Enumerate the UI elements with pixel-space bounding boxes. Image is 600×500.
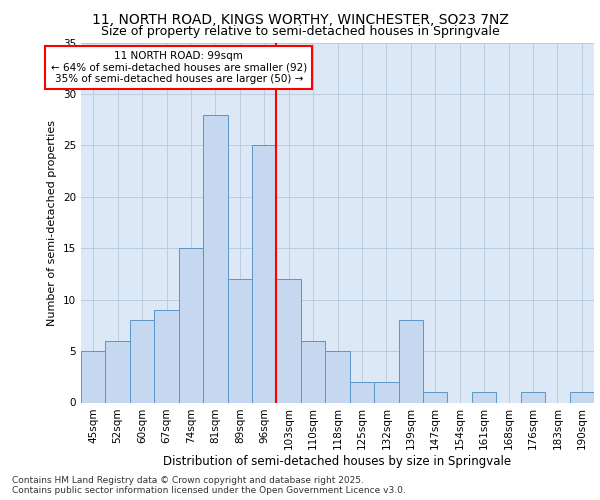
Bar xyxy=(277,279,301,402)
X-axis label: Distribution of semi-detached houses by size in Springvale: Distribution of semi-detached houses by … xyxy=(163,455,512,468)
Bar xyxy=(521,392,545,402)
Bar xyxy=(106,341,130,402)
Bar xyxy=(569,392,594,402)
Bar xyxy=(472,392,496,402)
Bar xyxy=(301,341,325,402)
Bar xyxy=(252,146,277,402)
Text: 11, NORTH ROAD, KINGS WORTHY, WINCHESTER, SO23 7NZ: 11, NORTH ROAD, KINGS WORTHY, WINCHESTER… xyxy=(92,12,508,26)
Bar xyxy=(325,351,350,403)
Text: Contains HM Land Registry data © Crown copyright and database right 2025.
Contai: Contains HM Land Registry data © Crown c… xyxy=(12,476,406,495)
Bar xyxy=(350,382,374,402)
Bar xyxy=(81,351,106,403)
Bar xyxy=(227,279,252,402)
Bar xyxy=(398,320,423,402)
Bar xyxy=(154,310,179,402)
Bar xyxy=(423,392,448,402)
Bar xyxy=(130,320,154,402)
Text: Size of property relative to semi-detached houses in Springvale: Size of property relative to semi-detach… xyxy=(101,25,499,38)
Bar xyxy=(179,248,203,402)
Bar xyxy=(374,382,398,402)
Bar xyxy=(203,114,227,403)
Y-axis label: Number of semi-detached properties: Number of semi-detached properties xyxy=(47,120,58,326)
Text: 11 NORTH ROAD: 99sqm
← 64% of semi-detached houses are smaller (92)
35% of semi-: 11 NORTH ROAD: 99sqm ← 64% of semi-detac… xyxy=(50,50,307,84)
